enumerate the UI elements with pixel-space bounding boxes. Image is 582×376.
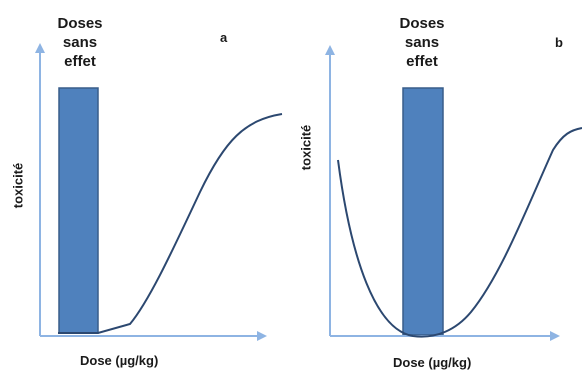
y-axis-label: toxicité	[298, 124, 314, 171]
region-label-line: sans	[62, 34, 98, 51]
x-axis-label: Dose (µg/kg)	[80, 353, 159, 368]
region-label-line: Doses	[57, 15, 103, 32]
panel-b-graphic	[325, 45, 582, 341]
panel-b: Doses sans effet b toxicité Dose (µg/kg)	[291, 0, 582, 376]
panel-a: Doses sans effet a toxicité Dose (µg/kg)	[10, 14, 283, 368]
y-axis-label: toxicité	[10, 162, 26, 209]
x-axis-label: Dose (µg/kg)	[393, 355, 472, 370]
region-label-line: effet	[406, 53, 438, 70]
region-label-line: effet	[64, 53, 96, 70]
no-effect-doses-bar	[402, 87, 444, 336]
dose-response-curve	[337, 127, 582, 338]
dose-response-curve	[58, 113, 283, 334]
panel-a-graphic	[35, 43, 283, 341]
panel-letter: a	[220, 30, 228, 45]
no-effect-doses-label: Doses sans effet	[35, 14, 125, 71]
region-label-line: sans	[404, 34, 440, 51]
no-effect-doses-label: Doses sans effet	[377, 14, 467, 71]
panel-letter: b	[555, 35, 563, 50]
no-effect-doses-bar	[58, 87, 99, 334]
region-label-line: Doses	[399, 15, 445, 32]
